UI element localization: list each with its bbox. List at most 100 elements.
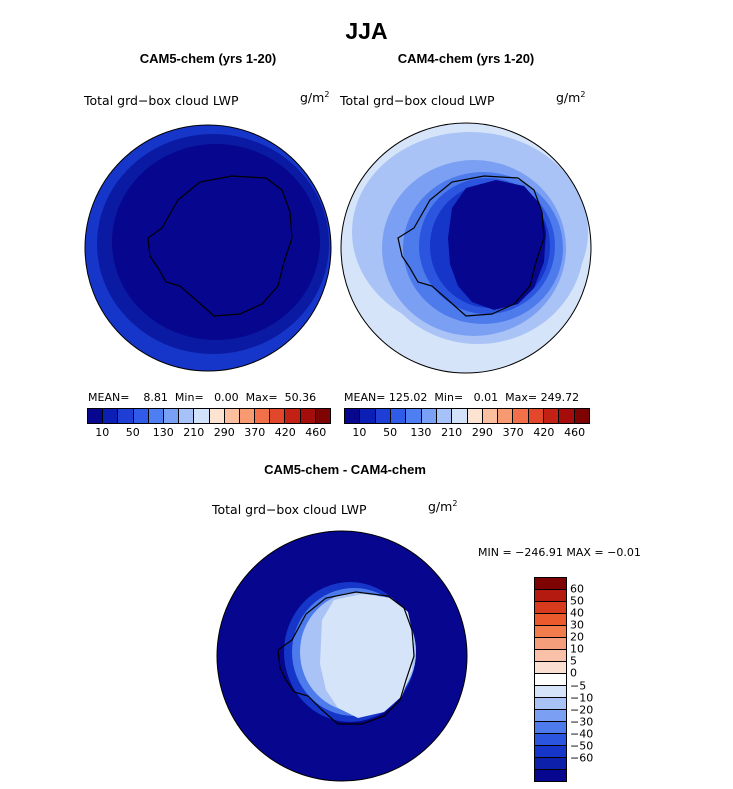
colorbar-cell: [239, 409, 256, 423]
colorbar-cell: [148, 409, 164, 423]
colorbar-cell: [535, 662, 566, 674]
antarctica-outline-2: [397, 175, 545, 317]
colorbar-tick-label: −30: [570, 715, 594, 729]
colorbar-cell: [88, 409, 104, 423]
colorbar-cell: [421, 409, 437, 423]
colorbar-tick-label: 10: [352, 426, 367, 439]
colorbar-tick-label: 0: [570, 666, 577, 680]
diff-stats: MIN = −246.91 MAX = −0.01: [478, 546, 641, 559]
panel-2-field-label: Total grd−box cloud LWP: [340, 93, 495, 108]
colorbar-tick-label: 290: [213, 426, 235, 439]
map-cam4: [341, 123, 591, 373]
colorbar-cell: [179, 409, 195, 423]
colorbar-cell: [535, 686, 566, 698]
colorbar-tick-label: 40: [570, 606, 584, 620]
colorbar-tick-label: −10: [570, 691, 594, 705]
colorbar-tick-label: 420: [274, 426, 296, 439]
colorbar-tick-label: 60: [570, 582, 584, 596]
colorbar-1-ticks: 10 50 130 210 290 370 420 460: [87, 426, 331, 440]
colorbar-cell: [285, 409, 301, 423]
colorbar-tick-label: 460: [305, 426, 327, 439]
colorbar-cell: [209, 409, 225, 423]
diff-field-label: Total grd−box cloud LWP: [212, 502, 367, 517]
panel-1-field-label: Total grd−box cloud LWP: [84, 93, 239, 108]
map-cam5: [85, 125, 331, 371]
colorbar-cell: [375, 409, 391, 423]
main-title: JJA: [345, 18, 388, 44]
colorbar-cell: [535, 710, 566, 722]
colorbar-cell: [482, 409, 499, 423]
colorbar-cell: [103, 409, 119, 423]
colorbar-cell: [535, 758, 566, 770]
map-cam4-border: [340, 122, 592, 374]
map-cam5-border: [84, 124, 332, 372]
colorbar-cell: [535, 734, 566, 746]
colorbar-cell: [535, 638, 566, 650]
colorbar-tick-label: 370: [502, 426, 524, 439]
diff-title: CAM5-chem - CAM4-chem: [264, 462, 426, 477]
panel-2-stats: MEAN= 125.02 Min= 0.01 Max= 249.72: [344, 391, 580, 404]
colorbar-tick-label: 50: [125, 426, 140, 439]
colorbar-cell: [498, 409, 514, 423]
colorbar-cell: [345, 409, 361, 423]
colorbar-2: [344, 408, 590, 424]
colorbar-cell: [436, 409, 453, 423]
panel-1-stats: MEAN= 8.81 Min= 0.00 Max= 50.36: [88, 391, 317, 404]
colorbar-tick-label: −50: [570, 739, 594, 753]
antarctica-outline-1: [147, 175, 293, 317]
colorbar-cell: [315, 409, 330, 423]
colorbar-tick-label: 50: [383, 426, 398, 439]
map-diff-border: [216, 530, 468, 782]
colorbar-2-ticks: 10 50 130 210 290 370 420 460: [344, 426, 590, 440]
panel-2-title: CAM4-chem (yrs 1-20): [397, 51, 535, 66]
colorbar-cell: [535, 650, 566, 662]
colorbar-tick-label: 130: [410, 426, 432, 439]
colorbar-diff: [534, 577, 567, 782]
colorbar-tick-label: −20: [570, 703, 594, 717]
colorbar-tick-label: 210: [441, 426, 463, 439]
colorbar-cell: [535, 614, 566, 626]
colorbar-cell: [163, 409, 180, 423]
colorbar-cell: [300, 409, 316, 423]
panel-1-title: CAM5-chem (yrs 1-20): [139, 51, 277, 66]
colorbar-cell: [133, 409, 149, 423]
colorbar-cell: [528, 409, 545, 423]
map-diff: [217, 531, 467, 781]
colorbar-tick-label: 420: [533, 426, 555, 439]
colorbar-tick-label: 10: [570, 642, 584, 656]
colorbar-diff-ticks: 60 50 40 30 20 10 5 0 −5 −10 −20 −30 −40 −50 −60: [570, 577, 610, 782]
colorbar-cell: [406, 409, 422, 423]
colorbar-tick-label: 5: [570, 654, 577, 668]
colorbar-tick-label: 460: [564, 426, 586, 439]
colorbar-tick-label: −40: [570, 727, 594, 741]
colorbar-cell: [535, 602, 566, 614]
colorbar-cell: [194, 409, 210, 423]
colorbar-tick-label: −5: [570, 679, 587, 693]
colorbar-cell: [544, 409, 560, 423]
colorbar-tick-label: 30: [570, 618, 584, 632]
colorbar-tick-label: 370: [244, 426, 266, 439]
colorbar-cell: [535, 698, 566, 710]
colorbar-cell: [255, 409, 271, 423]
colorbar-cell: [535, 770, 566, 781]
colorbar-cell: [535, 626, 566, 638]
colorbar-tick-label: 290: [471, 426, 493, 439]
colorbar-cell: [390, 409, 407, 423]
colorbar-tick-label: 50: [570, 594, 584, 608]
antarctica-outline-3: [277, 591, 415, 725]
colorbar-cell: [513, 409, 529, 423]
colorbar-cell: [535, 578, 566, 590]
colorbar-cell: [535, 722, 566, 734]
colorbar-cell: [535, 674, 566, 686]
colorbar-cell: [270, 409, 286, 423]
colorbar-cell: [467, 409, 483, 423]
colorbar-cell: [224, 409, 240, 423]
colorbar-cell: [452, 409, 468, 423]
colorbar-1: [87, 408, 331, 424]
colorbar-cell: [360, 409, 376, 423]
colorbar-tick-label: 20: [570, 630, 584, 644]
colorbar-cell: [118, 409, 134, 423]
colorbar-cell: [574, 409, 589, 423]
colorbar-cell: [535, 746, 566, 758]
